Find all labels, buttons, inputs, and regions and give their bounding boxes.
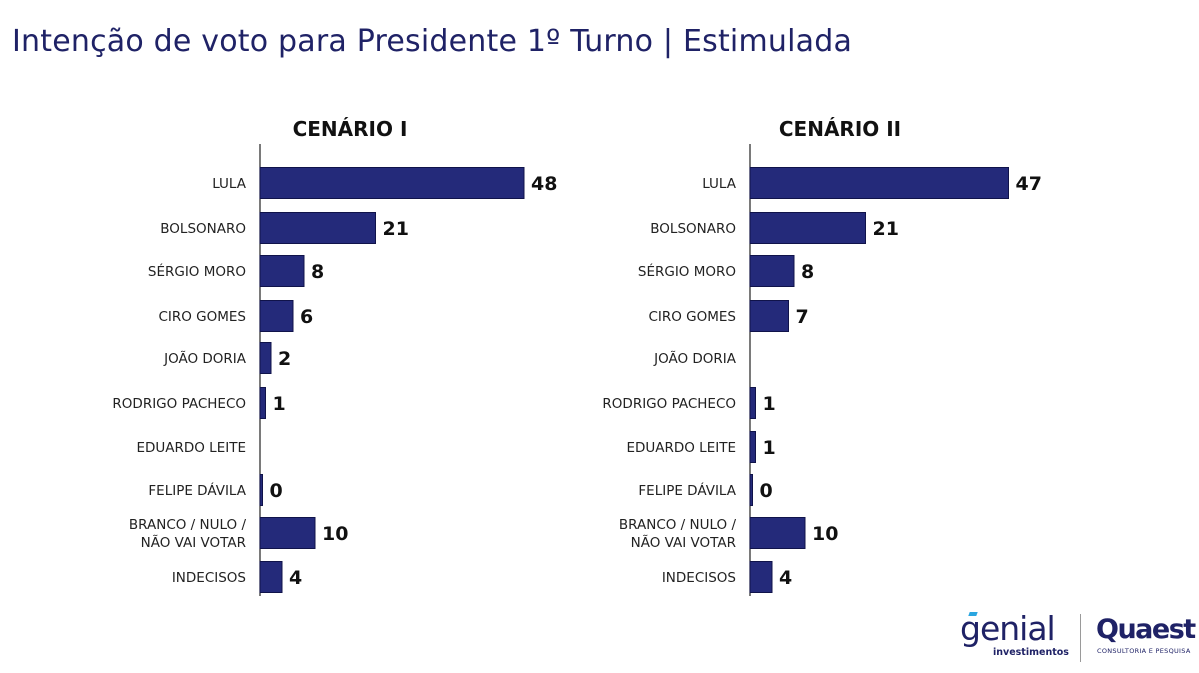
value-label: 21 (383, 218, 409, 240)
logo-divider (1080, 614, 1081, 662)
value-label: 0 (760, 480, 773, 502)
category-label: INDECISOS (172, 570, 246, 586)
value-label: 4 (779, 567, 792, 589)
category-label: BOLSONARO (650, 221, 736, 237)
category-label: JOÃO DORIA (653, 350, 737, 367)
quaest-logo-sub: CONSULTORIA E PESQUISA (1097, 647, 1191, 655)
bar (259, 300, 294, 332)
bar (259, 255, 305, 287)
value-label: 8 (801, 261, 814, 283)
category-label: EDUARDO LEITE (136, 440, 246, 456)
bar (259, 474, 263, 506)
bar (259, 387, 266, 419)
value-label: 48 (531, 173, 557, 195)
category-label: RODRIGO PACHECO (602, 396, 736, 412)
chart-title: CENÁRIO I (293, 117, 408, 141)
bar (749, 212, 866, 244)
bar (749, 387, 756, 419)
bar (259, 342, 272, 374)
category-label-line: BRANCO / NULO / (619, 517, 737, 533)
genial-logo-sub: investimentos (993, 647, 1069, 658)
category-label: SÉRGIO MORO (148, 263, 246, 280)
chart-title: CENÁRIO II (779, 117, 901, 141)
category-label: EDUARDO LEITE (626, 440, 736, 456)
category-label: BRANCO / NULO / NÃO VAI VOTAR (619, 517, 737, 551)
category-label: FELIPE DÁVILA (148, 482, 246, 499)
category-label: RODRIGO PACHECO (112, 396, 246, 412)
value-label: 0 (270, 480, 283, 502)
category-label: SÉRGIO MORO (638, 263, 736, 280)
bar (259, 212, 376, 244)
quaest-logo: Quaest CONSULTORIA E PESQUISA (1090, 614, 1196, 664)
chart-cenario-1: CENÁRIO I LULA 48 BOLSONARO 21 SÉRGIO MORO 8 CI… (0, 110, 560, 610)
value-label: 1 (763, 437, 776, 459)
bar (259, 561, 283, 593)
category-label: FELIPE DÁVILA (638, 482, 736, 499)
bar (749, 561, 773, 593)
bar (749, 167, 1009, 199)
value-label: 1 (763, 393, 776, 415)
category-label-line: NÃO VAI VOTAR (141, 534, 246, 551)
value-label: 6 (300, 306, 313, 328)
bar (749, 431, 756, 463)
value-label: 2 (278, 348, 291, 370)
bar (259, 167, 525, 199)
category-label: CIRO GOMES (648, 309, 736, 325)
bar (749, 300, 789, 332)
category-label: JOÃO DORIA (163, 350, 247, 367)
category-label: BRANCO / NULO / NÃO VAI VOTAR (129, 517, 247, 551)
category-label: LULA (702, 176, 737, 192)
category-label: LULA (212, 176, 247, 192)
category-label: BOLSONARO (160, 221, 246, 237)
value-label: 10 (812, 523, 838, 545)
bar (749, 255, 795, 287)
value-label: 1 (273, 393, 286, 415)
genial-logo-word: genial (960, 609, 1056, 648)
value-label: 7 (796, 306, 809, 328)
chart-cenario-2: CENÁRIO II LULA 47 BOLSONARO 21 SÉRGIO MORO 8 C… (490, 110, 1050, 610)
category-label-line: BRANCO / NULO / (129, 517, 247, 533)
page-title: Intenção de voto para Presidente 1º Turn… (12, 24, 853, 59)
value-label: 47 (1016, 173, 1042, 195)
footer-logos: genial investimentos Quaest CONSULTORIA … (950, 608, 1196, 668)
quaest-logo-word: Quaest (1096, 614, 1196, 645)
value-label: 21 (873, 218, 899, 240)
bar (749, 474, 753, 506)
category-label: CIRO GOMES (158, 309, 246, 325)
bar (749, 517, 806, 549)
category-label: INDECISOS (662, 570, 736, 586)
value-label: 4 (289, 567, 302, 589)
value-label: 8 (311, 261, 324, 283)
bar (259, 517, 316, 549)
genial-logo: genial investimentos (960, 610, 1080, 666)
category-label-line: NÃO VAI VOTAR (631, 534, 736, 551)
value-label: 10 (322, 523, 348, 545)
